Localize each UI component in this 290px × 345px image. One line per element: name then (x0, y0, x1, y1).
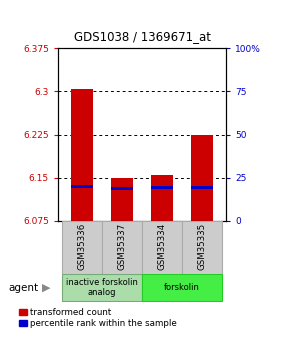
Bar (62, 221, 102, 274)
Bar (71, 89, 93, 221)
Bar (111, 178, 133, 221)
Text: GSM35337: GSM35337 (117, 223, 126, 270)
Legend: transformed count, percentile rank within the sample: transformed count, percentile rank withi… (19, 308, 177, 328)
Bar (111, 187, 133, 190)
Text: GDS1038 / 1369671_at: GDS1038 / 1369671_at (74, 30, 211, 43)
Text: GSM35335: GSM35335 (198, 223, 207, 270)
Text: agent: agent (9, 283, 39, 293)
Bar (151, 186, 173, 189)
Bar (102, 221, 142, 274)
Bar (182, 221, 222, 274)
Text: ▶: ▶ (42, 283, 51, 293)
Text: inactive forskolin
analog: inactive forskolin analog (66, 278, 138, 297)
Text: GSM35336: GSM35336 (77, 223, 86, 270)
Text: GSM35334: GSM35334 (158, 223, 167, 270)
Bar (151, 175, 173, 221)
Bar (62, 274, 142, 301)
Text: forskolin: forskolin (164, 283, 200, 292)
Bar (191, 186, 213, 189)
Bar (191, 135, 213, 221)
Bar (142, 221, 182, 274)
Bar (142, 274, 222, 301)
Bar (71, 185, 93, 188)
